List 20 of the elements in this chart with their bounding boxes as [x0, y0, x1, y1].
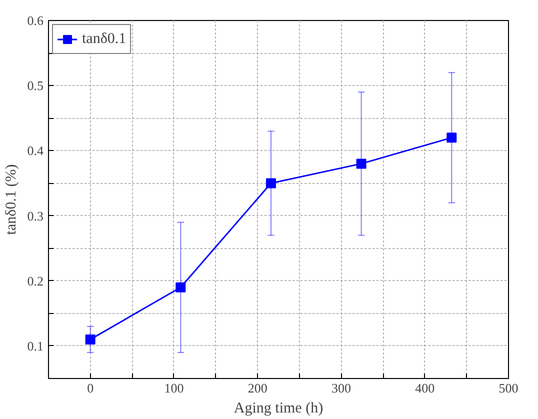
y-tick-label: 0.4 [27, 143, 44, 158]
x-tick-label: 100 [164, 380, 184, 396]
point [176, 282, 186, 292]
point [266, 178, 276, 188]
y-tick-label: 0.5 [27, 78, 44, 94]
y-tick-label: 0.2 [27, 273, 44, 288]
x-tick-label: 400 [415, 380, 435, 396]
y-tick-label: 0.6 [27, 13, 44, 28]
x-tick-label: 500 [498, 380, 518, 396]
point [85, 334, 96, 344]
x-tick-label: 200 [248, 380, 268, 396]
legend-label: tanδ0.1 [82, 30, 126, 48]
y-axis-title: tanδ0.1 (%) [3, 164, 20, 235]
x-axis-title: Aging time (h) [234, 400, 324, 416]
x-tick-label: 0 [87, 380, 94, 396]
x-tick-label: 300 [331, 380, 351, 396]
point [446, 132, 457, 143]
y-tick-label: 0.3 [27, 208, 44, 224]
y-tick-label: 0.1 [27, 338, 44, 354]
point [356, 158, 366, 169]
